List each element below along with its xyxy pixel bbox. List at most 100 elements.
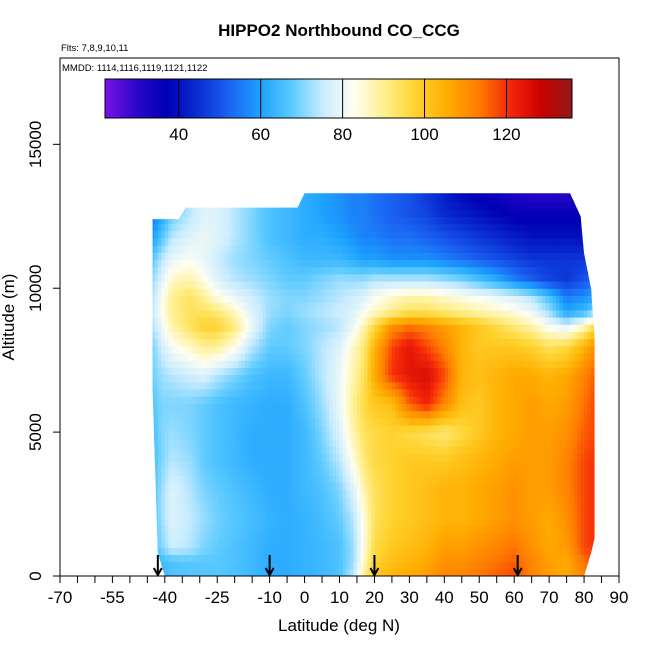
heatmap-cell [395, 223, 400, 232]
heatmap-cell [283, 489, 288, 498]
heatmap-cell [398, 511, 403, 520]
heatmap-cell [220, 223, 225, 232]
heatmap-cell [384, 432, 390, 440]
heatmap-cell [308, 532, 313, 541]
heatmap-cell [367, 475, 372, 484]
heatmap-cell [269, 194, 274, 203]
heatmap-cell [283, 532, 288, 541]
heatmap-cell [402, 460, 407, 469]
heatmap-cell [231, 540, 236, 548]
heatmap-cell [164, 345, 169, 354]
heatmap-cell [353, 475, 358, 484]
heatmap-cell [273, 453, 278, 462]
heatmap-cell [266, 525, 271, 534]
heatmap-cell [377, 381, 383, 390]
heatmap-cell [297, 432, 302, 440]
heatmap-cell [458, 237, 463, 246]
heatmap-cell [154, 252, 159, 261]
heatmap-cell [391, 540, 396, 548]
heatmap-cell [461, 352, 466, 361]
heatmap-cell [311, 237, 316, 246]
heatmap-cell [294, 223, 299, 232]
heatmap-cell [287, 468, 292, 476]
heatmap-cell [280, 381, 285, 390]
heatmap-cell [346, 252, 351, 261]
heatmap-cell [196, 504, 201, 512]
heatmap-cell [440, 381, 445, 390]
heatmap-cell [262, 410, 267, 419]
heatmap-cell [213, 482, 218, 491]
heatmap-cell [423, 525, 428, 534]
heatmap-cell [161, 216, 166, 225]
heatmap-cell [157, 403, 162, 412]
heatmap-cell [185, 568, 190, 576]
heatmap-cell [342, 266, 348, 275]
heatmap-cell [447, 403, 452, 412]
heatmap-cell [266, 374, 271, 383]
heatmap-cell [332, 317, 337, 325]
heatmap-cell [367, 511, 372, 520]
heatmap-cell [255, 338, 260, 347]
heatmap-cell [377, 525, 383, 534]
heatmap-cell [346, 388, 351, 397]
heatmap-cell [370, 374, 376, 383]
heatmap-cell [238, 475, 243, 484]
heatmap-cell [430, 518, 435, 527]
heatmap-cell [241, 273, 246, 282]
heatmap-cell [339, 317, 344, 325]
heatmap-cell [290, 547, 295, 556]
heatmap-cell [398, 540, 403, 548]
heatmap-cell [405, 245, 410, 253]
heatmap-cell [192, 360, 197, 368]
heatmap-cell [185, 302, 190, 311]
heatmap-cell [301, 432, 306, 440]
heatmap-cell [301, 194, 306, 203]
heatmap-cell [339, 496, 344, 505]
heatmap-cell [402, 439, 407, 448]
heatmap-cell [227, 518, 232, 527]
heatmap-cell [238, 410, 243, 419]
heatmap-cell [147, 454, 151, 462]
heatmap-cell [164, 561, 169, 570]
heatmap-cell [377, 273, 383, 282]
heatmap-cell [342, 424, 348, 433]
heatmap-cell [402, 331, 407, 340]
heatmap-cell [370, 324, 376, 332]
heatmap-cell [384, 417, 390, 426]
heatmap-cell [377, 252, 383, 261]
heatmap-cell [164, 482, 169, 491]
heatmap-cell [342, 540, 348, 548]
heatmap-cell [301, 209, 306, 217]
heatmap-cell [231, 352, 236, 361]
heatmap-cell [349, 331, 355, 340]
heatmap-cell [164, 475, 169, 484]
heatmap-cell [370, 194, 376, 203]
heatmap-cell [231, 482, 236, 491]
heatmap-cell [402, 403, 407, 412]
heatmap-cell [234, 453, 239, 462]
heatmap-cell [231, 511, 236, 520]
heatmap-cell [287, 201, 292, 210]
heatmap-cell [370, 453, 376, 462]
heatmap-cell [440, 273, 445, 282]
heatmap-cell [311, 374, 316, 383]
heatmap-cell [290, 288, 295, 297]
heatmap-cell [315, 460, 320, 469]
heatmap-cell [297, 367, 302, 376]
heatmap-cell [262, 511, 267, 520]
heatmap-cell [426, 252, 431, 261]
heatmap-cell [430, 396, 435, 404]
heatmap-cell [164, 446, 169, 455]
heatmap-cell [276, 453, 281, 462]
heatmap-cell [377, 331, 383, 340]
heatmap-cell [147, 447, 151, 455]
heatmap-cell [336, 281, 341, 289]
heatmap-cell [370, 547, 376, 556]
heatmap-cell [308, 468, 313, 476]
heatmap-cell [164, 230, 169, 239]
heatmap-cell [213, 410, 218, 419]
heatmap-cell [297, 194, 302, 203]
heatmap-cell [283, 410, 288, 419]
heatmap-cell [248, 252, 253, 261]
heatmap-cell [402, 381, 407, 390]
